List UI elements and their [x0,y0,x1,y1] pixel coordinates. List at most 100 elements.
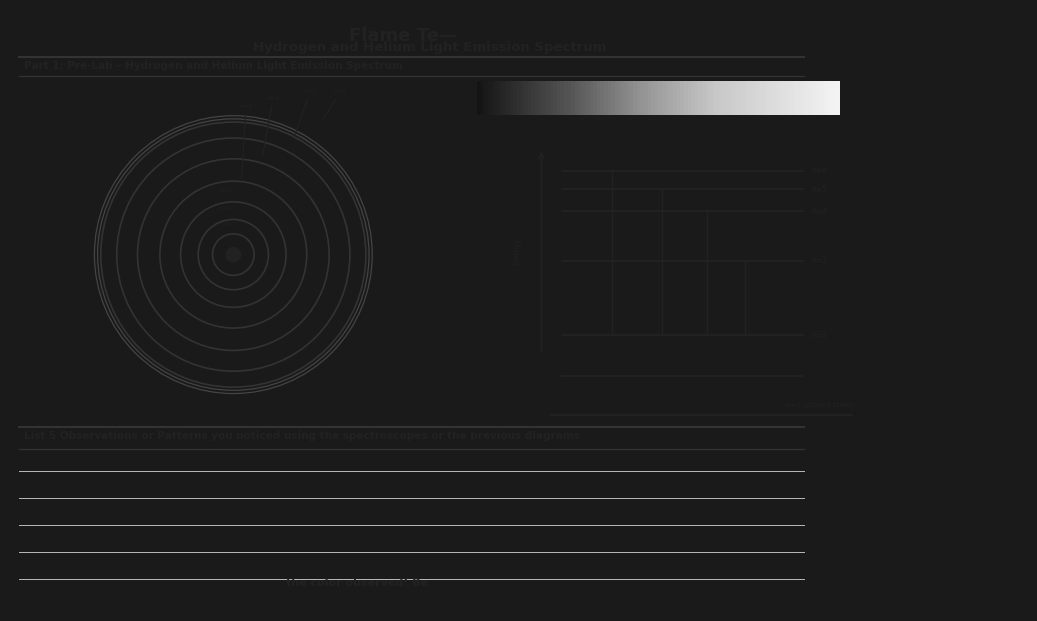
Bar [830,81,833,115]
Bar [542,81,545,115]
Bar [793,81,796,115]
Bar [488,81,492,115]
Text: Part 1: Pre-Lab – Hydrogen and Helium Light Emission Spectrum: Part 1: Pre-Lab – Hydrogen and Helium Li… [24,61,403,71]
Bar [796,81,801,115]
Bar [801,81,804,115]
Bar [818,81,821,115]
Bar [550,81,554,115]
Text: Hydrogen and Helium Light Emission Spectrum: Hydrogen and Helium Light Emission Spect… [253,41,607,54]
Bar [484,81,488,115]
Bar [554,81,557,115]
Text: n=4: n=4 [811,207,828,215]
Bar [589,81,593,115]
Bar [492,81,496,115]
Bar [663,81,666,115]
Bar [670,81,673,115]
Bar [517,81,521,115]
Bar [695,81,699,115]
Bar [561,81,564,115]
Bar [503,81,506,115]
Bar [579,81,583,115]
Bar [680,81,684,115]
Bar [684,81,688,115]
Text: n=3: n=3 [219,188,232,193]
Bar [655,81,658,115]
Bar [641,81,644,115]
Bar [539,81,542,115]
Bar [600,81,604,115]
Bar [499,81,503,115]
Bar [753,81,757,115]
Bar [564,81,568,115]
Bar [717,81,720,115]
Bar [688,81,692,115]
Bar [821,81,825,115]
Text: List 5 Observations or Patterns you noticed using the spectroscopes or the previ: List 5 Observations or Patterns you noti… [24,431,580,441]
Bar [612,81,615,115]
Bar [705,81,709,115]
Text: n=3: n=3 [811,256,828,265]
Bar [738,81,742,115]
Bar [786,81,789,115]
Bar [673,81,677,115]
Text: n=3: n=3 [240,104,253,178]
Bar [699,81,702,115]
Bar [496,81,499,115]
Bar [626,81,629,115]
Bar [833,81,836,115]
Bar [731,81,734,115]
Bar [535,81,539,115]
Text: n=1 (ground state): n=1 (ground state) [786,402,853,409]
Bar [782,81,786,115]
Bar [525,81,528,115]
Bar [597,81,600,115]
Bar [836,81,840,115]
Bar [677,81,680,115]
Bar [604,81,608,115]
Bar [692,81,695,115]
Bar [702,81,705,115]
Bar [767,81,772,115]
Bar [633,81,637,115]
Bar [622,81,626,115]
Text: Flame Te—: Flame Te— [348,27,456,45]
Text: n=1: n=1 [219,222,232,227]
Bar [545,81,550,115]
Bar [709,81,713,115]
Bar [576,81,579,115]
Bar [750,81,753,115]
Bar [779,81,782,115]
Bar [618,81,622,115]
Bar [734,81,738,115]
Bar [815,81,818,115]
Bar [615,81,618,115]
Bar [637,81,641,115]
Text: n=5: n=5 [295,89,316,135]
Bar [644,81,648,115]
Bar [789,81,793,115]
Bar [764,81,767,115]
Text: n=5: n=5 [811,185,828,194]
Bar [477,81,481,115]
Bar [608,81,612,115]
Bar [593,81,597,115]
Bar [513,81,517,115]
Bar [713,81,717,115]
Text: n=4: n=4 [262,96,280,156]
Text: Energy: Energy [512,238,521,265]
Bar [772,81,775,115]
Bar [557,81,561,115]
Text: the color observed! Be: the color observed! Be [286,578,428,587]
Bar [651,81,655,115]
Bar [746,81,750,115]
Bar [568,81,571,115]
Bar [586,81,590,115]
Text: n=2: n=2 [811,331,826,340]
Bar [521,81,525,115]
Text: n=2: n=2 [219,206,232,211]
Bar [481,81,484,115]
Bar [804,81,808,115]
Bar [510,81,513,115]
Bar [825,81,830,115]
Bar [658,81,663,115]
